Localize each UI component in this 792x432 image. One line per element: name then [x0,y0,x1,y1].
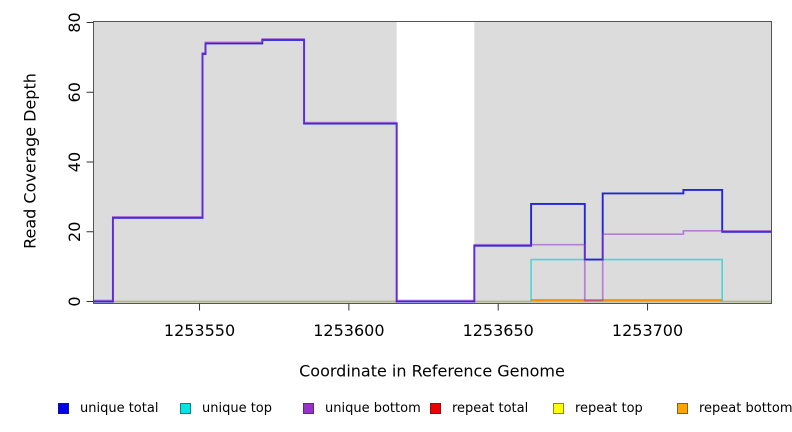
y-axis-title: Read Coverage Depth [20,73,40,249]
legend-marker-repeat-bottom [677,402,688,414]
legend-item-repeat-total: repeat total [430,398,528,418]
y-tick-label: 80 [65,12,84,32]
legend-item-unique-bottom: unique bottom [303,398,421,418]
x-tick-label: 1253700 [612,321,683,340]
legend-item-unique-top: unique top [180,398,272,418]
coverage-chart: 1253550 1253600 1253650 1253700 0 20 40 60 80 [65,12,772,340]
masked-region [396,22,475,303]
legend-marker-repeat-top [553,402,564,414]
legend-label-repeat-total: repeat total [452,400,529,416]
legend-label-unique-top: unique top [202,400,273,416]
y-tick-label: 0 [65,296,84,306]
legend-item-unique-total: unique total [58,398,158,418]
legend-label-repeat-top: repeat top [575,400,643,416]
x-tick-label: 1253650 [463,321,534,340]
series-line-unique-top [530,258,723,302]
legend-marker-unique-bottom [303,402,314,414]
y-tick-label: 60 [65,82,84,102]
series-line-unique-bottom [93,38,772,302]
legend-item-repeat-bottom: repeat bottom [677,398,792,418]
legend-marker-unique-top [180,402,191,414]
legend-label-unique-total: unique total [80,400,159,416]
x-tick-label: 1253600 [313,321,384,340]
x-axis-title: Coordinate in Reference Genome [299,361,565,381]
y-tick-label: 20 [65,222,84,242]
legend-label-repeat-bottom: repeat bottom [699,400,792,416]
legend-marker-unique-total [58,402,69,414]
legend-label-unique-bottom: unique bottom [325,400,421,416]
legend-marker-repeat-total [430,402,441,414]
chart-legend: unique total unique top unique bottom repea… [0,398,792,422]
y-tick-label: 40 [65,152,84,172]
legend-item-repeat-top: repeat top [553,398,643,418]
x-tick-label: 1253550 [164,321,235,340]
